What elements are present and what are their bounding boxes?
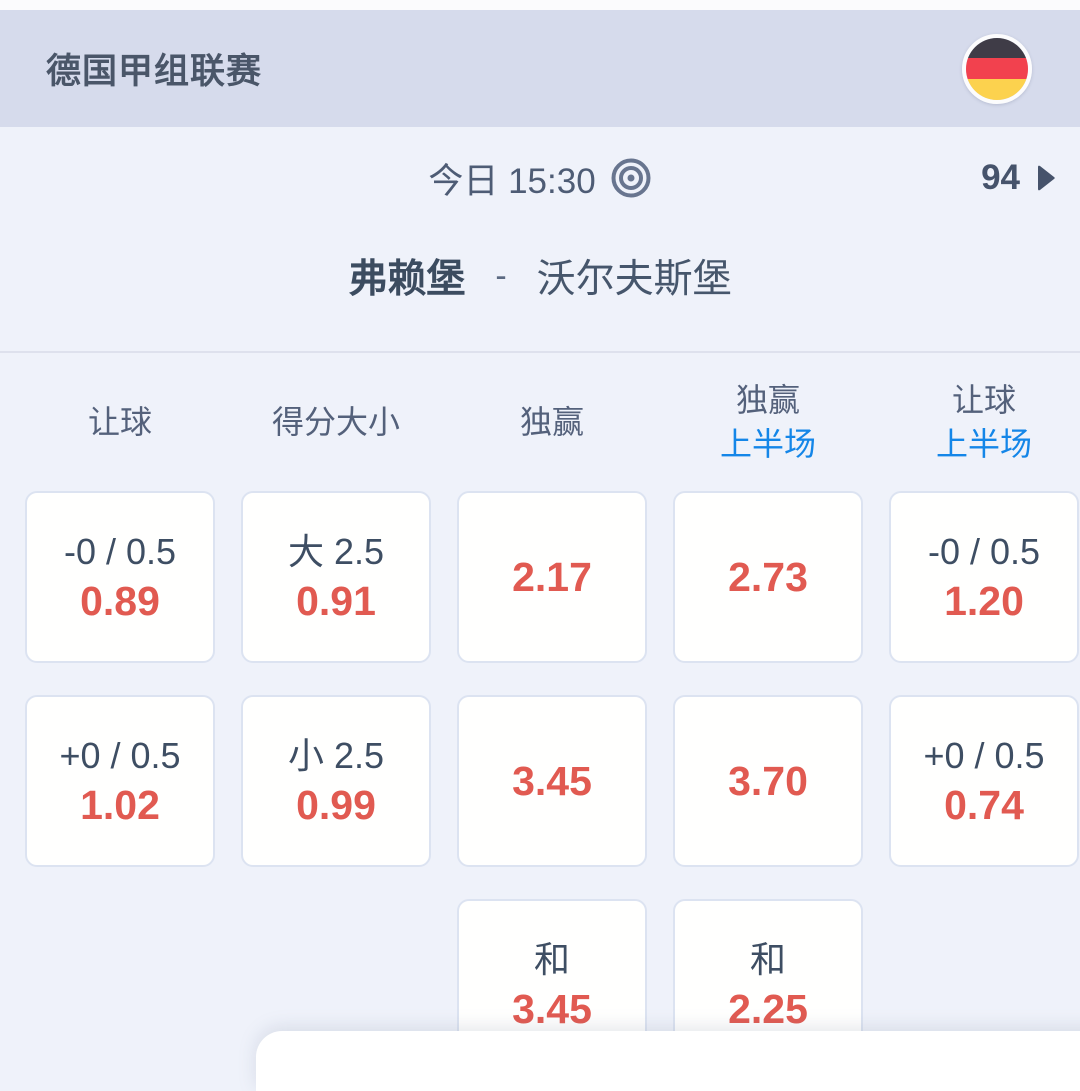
- market-column-moneyline: 独赢: [444, 400, 660, 444]
- odds-card-moneyline-fh-home[interactable]: 2.73: [673, 491, 863, 663]
- odds-card-label: -0 / 0.5: [63, 531, 177, 572]
- odds-card-under[interactable]: 小 2.5 0.99: [241, 695, 431, 867]
- market-column-label: 独赢: [519, 404, 584, 440]
- odds-card-value: 3.45: [512, 758, 592, 804]
- odds-card-value: 3.45: [512, 986, 592, 1032]
- flag-band-black: [966, 37, 1028, 59]
- odds-card-label: 和: [749, 939, 786, 980]
- section-divider: [0, 351, 1080, 353]
- odds-card-label: -0 / 0.5: [927, 531, 1041, 572]
- league-title: 德国甲组联赛: [46, 52, 263, 91]
- market-column-label: 让球: [951, 382, 1016, 418]
- odds-card-over[interactable]: 大 2.5 0.91: [241, 491, 431, 663]
- odds-card-moneyline-fh-away[interactable]: 3.70: [673, 695, 863, 867]
- market-column-label: 得分大小: [271, 404, 400, 440]
- market-count: 94: [981, 158, 1020, 197]
- odds-card-value: 0.91: [296, 578, 376, 624]
- odds-card-value: 0.99: [296, 782, 376, 828]
- odds-card-handicap-fh-home[interactable]: -0 / 0.5 1.20: [889, 491, 1079, 663]
- match-time: 今日 15:30: [428, 161, 596, 201]
- flag-band-gold: [966, 78, 1028, 100]
- market-column-label: 让球: [87, 404, 152, 440]
- market-column-sublabel: 上半场: [719, 426, 816, 462]
- odds-card-handicap-fh-away[interactable]: +0 / 0.5 0.74: [889, 695, 1079, 867]
- odds-card-label: 和: [533, 939, 570, 980]
- flag-band-red: [966, 58, 1028, 79]
- match-time-row: 今日 15:30 94: [0, 127, 1080, 229]
- odds-card-handicap-home[interactable]: -0 / 0.5 0.89: [25, 491, 215, 663]
- market-headers: 让球 得分大小 独赢 独赢 上半场 让球 上半场: [0, 353, 1080, 491]
- odds-card-moneyline-home[interactable]: 2.17: [457, 491, 647, 663]
- odds-card-value: 1.20: [944, 578, 1024, 624]
- odds-card-moneyline-away[interactable]: 3.45: [457, 695, 647, 867]
- market-column-handicap-first-half: 让球 上半场: [876, 378, 1080, 466]
- odds-card-label: 大 2.5: [287, 531, 385, 572]
- teams-row: 弗赖堡 - 沃尔夫斯堡: [0, 229, 1080, 323]
- chevron-right-icon: [1038, 165, 1055, 191]
- match-time-group: 今日 15:30: [428, 153, 651, 204]
- bottom-sheet[interactable]: [256, 1031, 1080, 1091]
- home-team-name: 弗赖堡: [348, 258, 466, 301]
- status-bar-strip: [0, 0, 1080, 10]
- match-section: 今日 15:30 94 弗赖堡 - 沃尔夫斯堡: [0, 127, 1080, 353]
- odds-card-value: 2.73: [728, 554, 808, 600]
- market-column-label: 独赢: [735, 382, 800, 418]
- league-header: 德国甲组联赛: [0, 10, 1080, 127]
- odds-card-value: 1.02: [80, 782, 160, 828]
- market-column-moneyline-first-half: 独赢 上半场: [660, 378, 876, 466]
- market-column-handicap: 让球: [12, 400, 228, 444]
- odds-card-label: 小 2.5: [287, 735, 385, 776]
- germany-flag-icon: [962, 33, 1032, 104]
- market-column-over-under: 得分大小: [228, 400, 444, 444]
- odds-card-value: 2.17: [512, 554, 592, 600]
- odds-card-value: 0.89: [80, 578, 160, 624]
- market-column-sublabel: 上半场: [935, 426, 1032, 462]
- team-separator: -: [495, 256, 507, 295]
- odds-grid: -0 / 0.5 0.89 大 2.5 0.91 2.17 2.73 -0 / …: [0, 491, 1080, 1075]
- odds-card-value: 0.74: [944, 782, 1024, 828]
- odds-card-handicap-away[interactable]: +0 / 0.5 1.02: [25, 695, 215, 867]
- away-team-name: 沃尔夫斯堡: [536, 258, 732, 301]
- odds-card-value: 2.25: [728, 986, 808, 1032]
- bullseye-icon: [611, 158, 651, 198]
- odds-card-label: +0 / 0.5: [59, 735, 181, 776]
- odds-card-label: +0 / 0.5: [923, 735, 1045, 776]
- more-markets-button[interactable]: 94: [981, 127, 1056, 229]
- odds-card-value: 3.70: [728, 758, 808, 804]
